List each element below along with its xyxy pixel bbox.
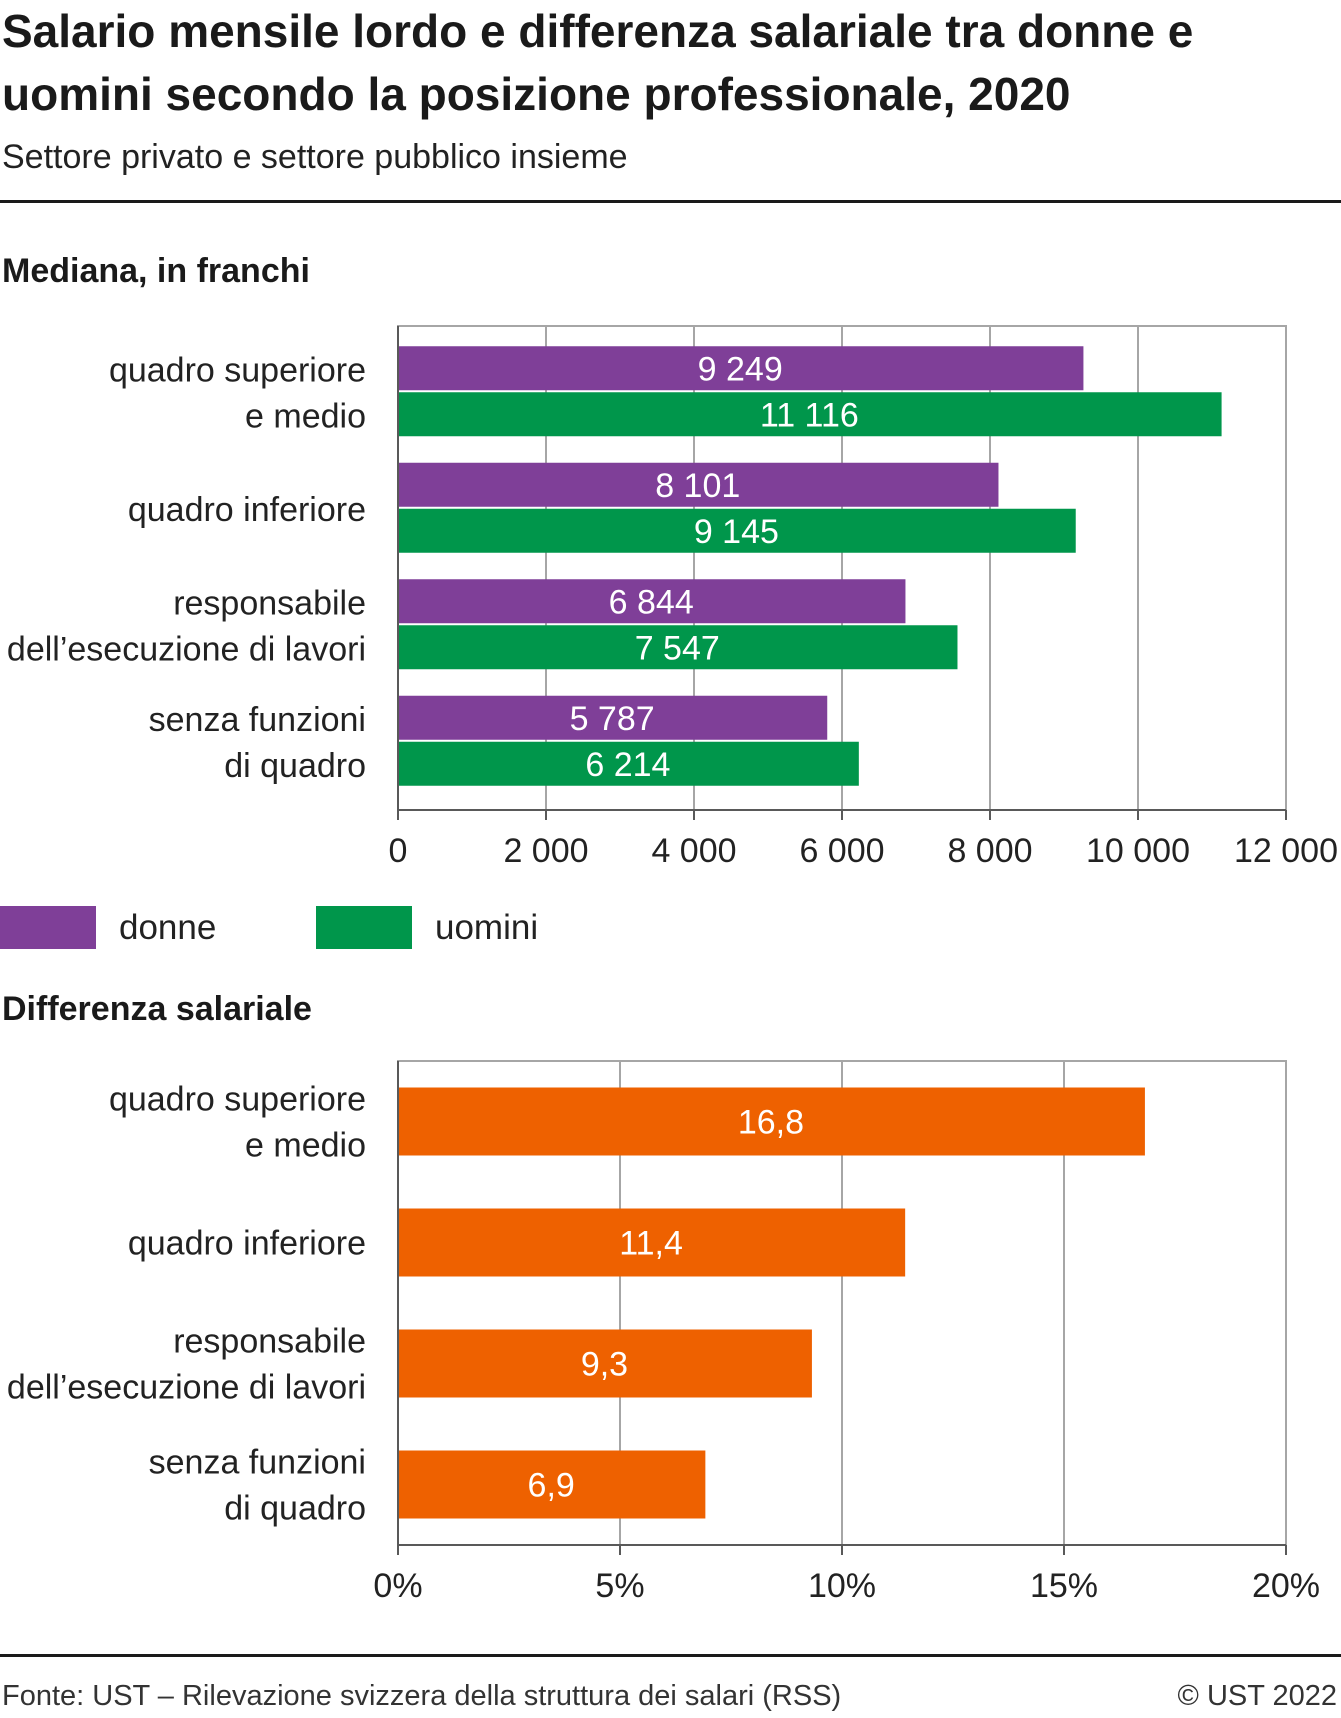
category-label: senza funzioni di quadro [149, 1444, 366, 1528]
x-tick-label: 10% [808, 1567, 876, 1605]
x-tick-label: 4 000 [651, 832, 736, 870]
bar-uomini-3 [399, 741, 859, 786]
category-label: senza funzioni di quadro [149, 701, 366, 785]
category-label: quadro superiore e medio [109, 1081, 366, 1165]
section-title-gap: Differenza salariale [2, 990, 312, 1028]
bar-value-label: 9 249 [698, 350, 783, 388]
bar-value-label: 9,3 [581, 1346, 628, 1384]
top-rule [0, 200, 1341, 203]
bar-donne-3 [399, 695, 828, 740]
legend-swatch-donne [0, 906, 96, 949]
legend: donne uomini [0, 906, 600, 949]
bar-value-label: 6,9 [528, 1467, 575, 1505]
copyright-note: © UST 2022 [1177, 1680, 1337, 1712]
category-label: responsabile dell’esecuzione di lavori [7, 1323, 366, 1407]
category-label: responsabile dell’esecuzione di lavori [7, 584, 366, 668]
bar-donne-1 [399, 462, 999, 507]
x-tick-label: 6 000 [799, 832, 884, 870]
bar-uomini-1 [399, 508, 1076, 553]
x-tick-label: 20% [1252, 1567, 1320, 1605]
bar-value-label: 7 547 [635, 629, 720, 667]
x-tick-label: 12 000 [1234, 832, 1338, 870]
x-tick-label: 15% [1030, 1567, 1098, 1605]
legend-label-donne: donne [119, 908, 217, 947]
bar-value-label: 16,8 [738, 1104, 804, 1142]
bar-value-label: 9 145 [694, 513, 779, 551]
bar-uomini-0 [399, 392, 1222, 437]
bar-3 [399, 1450, 706, 1519]
x-tick-label: 0% [373, 1567, 422, 1605]
legend-swatch-uomini [316, 906, 412, 949]
x-tick-label: 2 000 [503, 832, 588, 870]
category-label: quadro superiore e medio [109, 351, 366, 435]
wage-gap-chart: 0% 5% 10% 15% 20% 16,8 quadro superiore e medio… [7, 1060, 1320, 1605]
chart-title: Salario mensile lordo e differenza salar… [2, 5, 1194, 120]
bar-value-label: 6 844 [609, 583, 694, 621]
bar-donne-2 [399, 579, 906, 624]
bar-donne-0 [399, 346, 1084, 391]
chart-subtitle: Settore privato e settore pubblico insie… [2, 138, 628, 176]
bar-value-label: 11 116 [760, 396, 859, 434]
bar-2 [399, 1329, 812, 1398]
bar-value-label: 11,4 [619, 1225, 683, 1263]
median-salary-chart: 0 2 000 4 000 6 000 8 000 10 000 12 000 9 249 11… [7, 325, 1338, 870]
x-tick-label: 5% [595, 1567, 644, 1605]
category-label: quadro inferiore [128, 1225, 366, 1263]
legend-label-uomini: uomini [435, 908, 539, 947]
section-title-median: Mediana, in franchi [2, 252, 310, 290]
x-tick-label: 8 000 [947, 832, 1032, 870]
bar-uomini-2 [399, 625, 958, 670]
bar-value-label: 6 214 [585, 746, 670, 784]
x-tick-label: 0 [389, 832, 408, 870]
category-label: quadro inferiore [128, 491, 366, 529]
bar-value-label: 8 101 [655, 467, 740, 505]
source-note: Fonte: UST – Rilevazione svizzera della … [2, 1680, 842, 1712]
bar-value-label: 5 787 [570, 700, 655, 738]
bottom-rule [0, 1654, 1341, 1657]
x-tick-label: 10 000 [1086, 832, 1190, 870]
bar-0 [399, 1087, 1145, 1156]
bar-1 [399, 1208, 906, 1277]
